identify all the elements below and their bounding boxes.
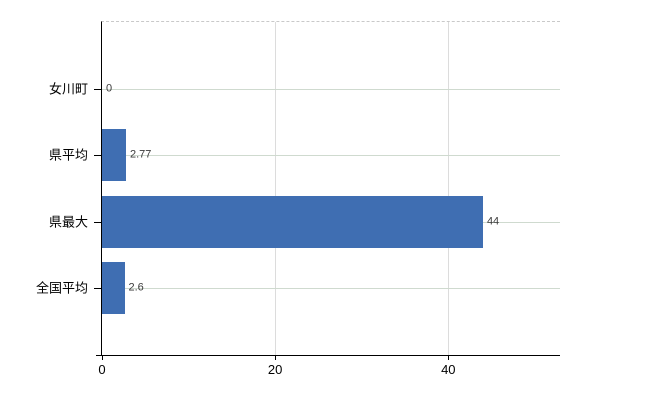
y-axis-tick: [94, 288, 102, 290]
vertical-gridline: [448, 22, 450, 355]
value-label: 0: [106, 82, 113, 95]
x-axis-tick: [102, 355, 103, 360]
horizontal-gridline: [102, 88, 560, 90]
vertical-gridline: [275, 22, 277, 355]
x-axis-tick-label: 40: [441, 362, 456, 377]
value-label: 44: [486, 215, 500, 228]
category-label: 女川町: [48, 81, 88, 97]
horizontal-gridline: [102, 155, 560, 157]
value-label: 2.6: [128, 281, 144, 294]
y-axis-tick: [94, 155, 102, 157]
value-label: 2.77: [129, 148, 152, 161]
y-axis-tick: [94, 221, 102, 223]
y-axis-tick: [94, 88, 102, 90]
category-label: 県平均: [48, 147, 88, 163]
x-axis-tick-label: 0: [98, 362, 106, 377]
horizontal-gridline: [102, 288, 560, 290]
x-axis-tick-label: 20: [267, 362, 283, 377]
category-label: 全国平均: [35, 280, 88, 296]
x-axis-line: [96, 355, 102, 356]
plot-area: 0 20 40 女川町 0 県平均 2.77 県最大 44 全国平均 2.6: [36, 21, 560, 376]
bar: [102, 129, 126, 182]
bar: [102, 195, 483, 248]
bar: [102, 262, 125, 315]
x-axis-tick: [275, 355, 277, 360]
x-axis-tick: [448, 355, 450, 360]
category-label: 県最大: [48, 214, 88, 230]
